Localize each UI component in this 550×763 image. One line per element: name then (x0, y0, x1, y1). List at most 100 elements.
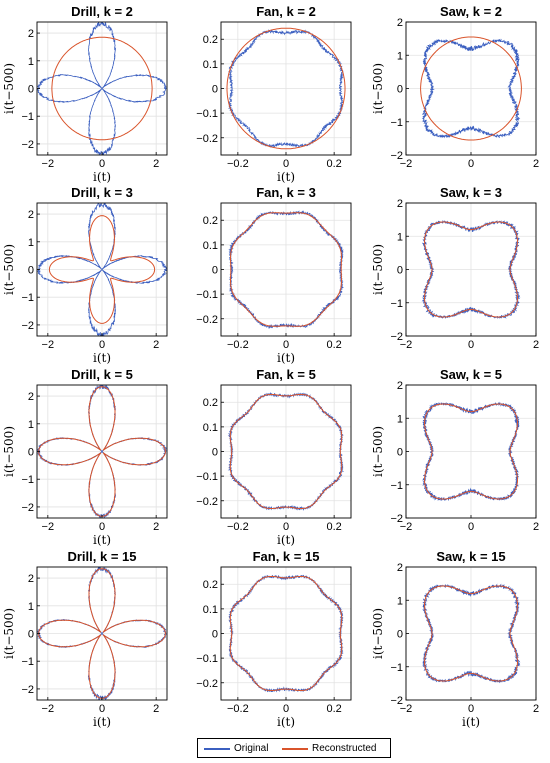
series-reconstructed-drill-k3 (48, 215, 156, 324)
tick-label-y-2: 0 (212, 629, 218, 641)
tick-label-x-2: 2 (153, 339, 159, 351)
tick-label-x-2: 0.2 (326, 521, 341, 533)
tick-label-x-1: 0 (468, 158, 474, 170)
subplot-title: Saw, k = 2 (440, 4, 502, 19)
legend-label-original: Original (234, 743, 269, 754)
subplot-saw-k3: −2 0 2 −2 −1 0 1 2 Saw, k = 3 i(t−500) (371, 185, 539, 351)
tick-label-x-1: 0 (99, 521, 105, 533)
tick-label-y-2: 0 (28, 629, 34, 641)
tick-label-y-2: 0 (397, 265, 403, 277)
series-reconstructed-drill-k2 (51, 36, 153, 141)
tick-label-y-3: 1 (397, 413, 403, 425)
tick-label-x-1: 0 (283, 339, 289, 351)
tick-label-x-2: 2 (533, 339, 539, 351)
tick-label-y-0: −2 (21, 139, 34, 151)
subplot-fan-k5: −0.2 0 0.2 −0.2 −0.1 0 0.1 0.2 Fan, k = 5 i(t) (196, 367, 352, 547)
tick-label-y-1: −0.1 (196, 471, 218, 483)
tick-label-x-0: −2 (42, 521, 55, 533)
series-reconstructed-saw-k2 (420, 36, 522, 141)
tick-label-y-1: −0.1 (196, 289, 218, 301)
tick-label-y-0: −0.2 (196, 678, 218, 690)
tick-label-y-1: −1 (390, 298, 403, 310)
x-axis-label: i(t) (277, 715, 295, 729)
tick-label-y-0: −2 (390, 513, 403, 525)
x-axis-label: i(t) (277, 533, 295, 547)
tick-label-y-2: 0 (212, 447, 218, 459)
tick-label-x-1: 0 (283, 158, 289, 170)
tick-label-y-2: 0 (397, 84, 403, 96)
tick-label-x-0: −2 (400, 158, 413, 170)
series-original-fan-k2 (227, 29, 344, 148)
tick-label-y-0: −0.2 (196, 133, 218, 145)
subplot-drill-k3: −2 0 2 −2 −1 0 1 2 Drill, k = 3 i(t) i(t−500) (2, 185, 168, 365)
tick-label-y-0: −2 (390, 331, 403, 343)
series-reconstructed-saw-k5 (423, 403, 519, 500)
tick-label-y-1: −1 (21, 111, 34, 123)
tick-label-y-4: 0.2 (203, 397, 218, 409)
tick-label-y-1: −1 (390, 480, 403, 492)
subplot-saw-k2: −2 0 2 −2 −1 0 1 2 Saw, k = 2 i(t−500) (371, 4, 539, 170)
tick-label-y-4: 0.2 (203, 34, 218, 46)
tick-label-x-2: 2 (153, 521, 159, 533)
tick-label-x-2: 2 (533, 703, 539, 715)
y-axis-label: i(t−500) (2, 426, 16, 477)
x-axis-label: i(t) (93, 533, 111, 547)
y-axis-label: i(t−500) (2, 63, 16, 114)
tick-label-y-3: 0.1 (203, 422, 218, 434)
tick-label-y-1: −1 (21, 292, 34, 304)
subplot-drill-k15: −2 0 2 −2 −1 0 1 2 Drill, k = 15 i(t) i(t−500) (2, 549, 168, 729)
tick-label-x-0: −0.2 (227, 339, 249, 351)
subplot-title: Drill, k = 3 (71, 185, 133, 200)
tick-label-y-0: −2 (390, 150, 403, 162)
subplot-title: Drill, k = 15 (67, 549, 136, 564)
tick-label-y-1: −1 (21, 656, 34, 668)
series-reconstructed-saw-k15 (423, 585, 519, 682)
x-axis-label: i(t) (277, 351, 295, 365)
legend: Original Reconstructed (197, 738, 391, 758)
tick-label-y-1: −0.1 (196, 108, 218, 120)
subplot-fan-k2: −0.2 0 0.2 −0.2 −0.1 0 0.1 0.2 Fan, k = 2 i(t) (196, 4, 352, 184)
tick-label-x-1: 0 (283, 703, 289, 715)
tick-label-y-2: 0 (28, 84, 34, 96)
tick-label-y-4: 2 (28, 573, 34, 585)
subplot-drill-k5: −2 0 2 −2 −1 0 1 2 Drill, k = 5 i(t) i(t−500) (2, 367, 168, 547)
x-axis-label: i(t) (93, 351, 111, 365)
tick-label-y-3: 0.1 (203, 240, 218, 252)
tick-label-x-2: 2 (533, 158, 539, 170)
tick-label-x-1: 0 (283, 521, 289, 533)
tick-label-x-2: 0.2 (326, 158, 341, 170)
tick-label-y-3: 1 (397, 50, 403, 62)
subplot-title: Saw, k = 5 (440, 367, 502, 382)
tick-label-y-3: 1 (28, 419, 34, 431)
series-original-saw-k2 (421, 38, 521, 139)
tick-label-y-1: −1 (390, 662, 403, 674)
tick-label-x-0: −2 (42, 339, 55, 351)
tick-label-x-1: 0 (468, 339, 474, 351)
tick-label-y-4: 0.2 (203, 215, 218, 227)
tick-label-y-3: 1 (397, 595, 403, 607)
tick-label-y-1: −1 (390, 117, 403, 129)
tick-label-y-4: 2 (28, 391, 34, 403)
tick-label-y-0: −2 (21, 320, 34, 332)
series-original-fan-k3 (228, 210, 344, 329)
tick-label-x-2: 2 (533, 521, 539, 533)
tick-label-x-0: −0.2 (227, 703, 249, 715)
tick-label-y-2: 0 (212, 84, 218, 96)
series-reconstructed-fan-k2 (226, 27, 346, 150)
tick-label-x-0: −2 (400, 521, 413, 533)
tick-label-x-1: 0 (468, 521, 474, 533)
tick-label-x-0: −2 (400, 339, 413, 351)
subplot-fan-k3: −0.2 0 0.2 −0.2 −0.1 0 0.1 0.2 Fan, k = 3 i(t) (196, 185, 352, 365)
subplot-title: Fan, k = 5 (256, 367, 316, 382)
subplot-title: Drill, k = 5 (71, 367, 133, 382)
tick-label-y-2: 0 (28, 447, 34, 459)
legend-swatch-original (204, 748, 230, 750)
tick-label-x-1: 0 (468, 703, 474, 715)
tick-label-x-1: 0 (99, 158, 105, 170)
x-axis-label: i(t) (462, 715, 480, 729)
tick-label-y-4: 0.2 (203, 579, 218, 591)
tick-label-x-2: 2 (153, 703, 159, 715)
tick-label-y-0: −2 (390, 695, 403, 707)
tick-label-y-2: 0 (397, 447, 403, 459)
subplot-title: Fan, k = 3 (256, 185, 316, 200)
